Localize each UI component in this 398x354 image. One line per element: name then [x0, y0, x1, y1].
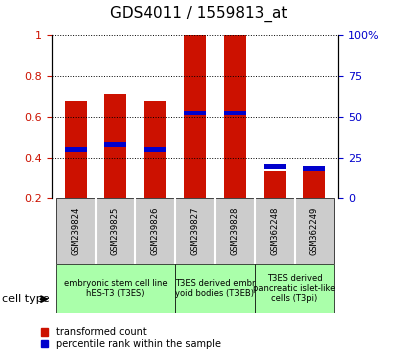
Bar [64, 101, 87, 198]
Bar [304, 166, 326, 171]
Text: GSM239828: GSM239828 [230, 207, 239, 255]
Text: embryonic stem cell line
hES-T3 (T3ES): embryonic stem cell line hES-T3 (T3ES) [64, 279, 167, 298]
Bar [144, 147, 166, 152]
Text: GSM239826: GSM239826 [151, 207, 160, 255]
Bar [304, 171, 326, 198]
Text: GSM239824: GSM239824 [71, 207, 80, 255]
Bar [64, 147, 87, 152]
Text: T3ES derived
pancreatic islet-like
cells (T3pi): T3ES derived pancreatic islet-like cells… [254, 274, 336, 303]
Bar [144, 101, 166, 198]
Bar [224, 35, 246, 198]
Bar [184, 110, 206, 115]
Bar [175, 264, 255, 313]
Bar [264, 165, 286, 169]
Text: GSM239825: GSM239825 [111, 207, 120, 255]
Bar [104, 142, 127, 147]
Bar [104, 95, 127, 198]
Bar [264, 171, 286, 198]
Text: GSM362248: GSM362248 [270, 207, 279, 255]
Text: T3ES derived embr
yoid bodies (T3EB): T3ES derived embr yoid bodies (T3EB) [175, 279, 255, 298]
Bar [56, 264, 175, 313]
Legend: transformed count, percentile rank within the sample: transformed count, percentile rank withi… [41, 327, 221, 349]
Text: GSM362249: GSM362249 [310, 207, 319, 255]
Text: GSM239827: GSM239827 [191, 207, 199, 255]
Bar [184, 35, 206, 198]
Bar [255, 264, 334, 313]
Text: GDS4011 / 1559813_at: GDS4011 / 1559813_at [110, 5, 288, 22]
Bar [224, 110, 246, 115]
Text: cell type: cell type [2, 294, 50, 304]
